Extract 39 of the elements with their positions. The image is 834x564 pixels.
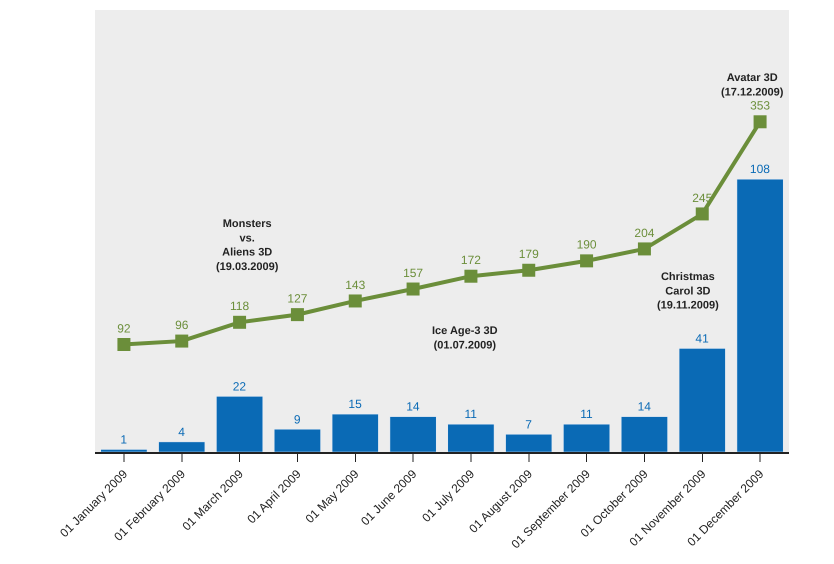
data-label: 92 bbox=[117, 321, 131, 336]
data-label: 204 bbox=[634, 226, 655, 240]
point bbox=[696, 207, 709, 220]
point bbox=[348, 294, 362, 308]
point bbox=[175, 334, 188, 348]
annotation: Ice Age-3 3D (01.07.2009) bbox=[432, 325, 498, 352]
data-label: 353 bbox=[750, 98, 770, 113]
data-label: 143 bbox=[345, 278, 366, 292]
data-label: 179 bbox=[518, 247, 540, 262]
point bbox=[290, 308, 304, 322]
point bbox=[638, 242, 651, 256]
annotation: Avatar 3D (17.12.2009) bbox=[721, 72, 784, 98]
point bbox=[233, 316, 246, 329]
point bbox=[580, 254, 594, 268]
annotation: Monsters vs. Aliens 3D (19.03.2009) bbox=[216, 218, 279, 273]
point bbox=[406, 282, 420, 296]
data-label: 14 bbox=[638, 400, 652, 414]
point bbox=[464, 270, 478, 283]
point bbox=[522, 264, 536, 277]
data-label: 118 bbox=[230, 299, 250, 314]
data-label: 7 bbox=[525, 417, 532, 432]
data-label: 96 bbox=[175, 318, 189, 332]
data-label: 11 bbox=[580, 407, 593, 422]
data-label: 172 bbox=[460, 253, 482, 268]
point bbox=[117, 338, 130, 351]
data-label: 41 bbox=[695, 331, 710, 346]
annotation: Christmas Carol 3D (19.11.2009) bbox=[657, 271, 720, 312]
data-label: 15 bbox=[348, 397, 362, 412]
data-label: 157 bbox=[403, 266, 424, 280]
data-label: 1 bbox=[120, 432, 128, 446]
data-label: 190 bbox=[576, 238, 597, 252]
data-label: 108 bbox=[750, 162, 770, 176]
data-label: 9 bbox=[294, 412, 301, 426]
data-label: 4 bbox=[178, 424, 186, 439]
data-label: 14 bbox=[406, 400, 420, 414]
data-label: 127 bbox=[287, 291, 308, 306]
point bbox=[754, 115, 767, 128]
data-label: 22 bbox=[232, 379, 246, 394]
data-label: 11 bbox=[464, 407, 478, 422]
